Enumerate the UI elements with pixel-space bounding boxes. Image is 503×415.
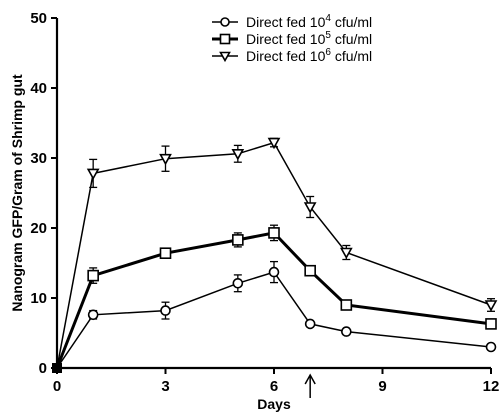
series-line (56, 141, 492, 369)
data-point-circle (160, 305, 171, 316)
data-point-triangle (86, 168, 100, 181)
y-tick-label: 10 (30, 290, 47, 307)
y-tick-label: 0 (39, 360, 47, 377)
legend-label: Direct fed 105 cfu/ml (246, 30, 372, 47)
series-circle (56, 260, 497, 369)
data-point-square (304, 264, 316, 277)
data-point-square (340, 299, 353, 311)
data-point-triangle (267, 137, 281, 150)
origin-point (52, 363, 62, 373)
data-point-square (232, 234, 244, 246)
legend-item: Direct fed 104 cfu/ml (212, 13, 372, 30)
x-tick-label: 3 (161, 378, 169, 395)
day7-arrow-head (304, 373, 316, 385)
y-tick-label: 30 (30, 150, 47, 167)
data-point-triangle (303, 202, 317, 214)
series-square (55, 224, 497, 369)
series-layer (52, 137, 498, 373)
data-point-square (485, 318, 497, 330)
legend-label: Direct fed 106 cfu/ml (246, 47, 372, 64)
data-point-square (87, 269, 99, 282)
legend-label: Direct fed 104 cfu/ml (246, 13, 372, 30)
y-tick-label: 40 (30, 80, 47, 97)
x-axis-title: Days (257, 396, 291, 412)
y-tick-label: 50 (30, 10, 47, 27)
data-point-triangle (159, 153, 172, 166)
series-line (55, 231, 492, 369)
x-tick-label: 9 (378, 378, 386, 395)
x-tick-label: 6 (270, 378, 278, 395)
data-point-triangle (219, 51, 231, 63)
data-point-circle (87, 309, 99, 321)
data-point-triangle (484, 300, 498, 312)
series-line (56, 271, 492, 369)
x-tick-label: 0 (53, 378, 61, 395)
data-point-circle (268, 266, 280, 278)
data-point-triangle (339, 247, 353, 260)
y-tick-label: 20 (30, 220, 47, 237)
series-triangle-down (56, 137, 498, 369)
data-point-circle (485, 341, 497, 353)
data-point-square (219, 33, 231, 45)
data-point-circle (220, 17, 230, 27)
axes: 0 10 20 30 40 50 0 3 6 9 12 (30, 10, 499, 398)
x-tick-label: 12 (483, 378, 500, 395)
legend-item: Direct fed 106 cfu/ml (212, 47, 372, 64)
data-point-square (268, 227, 280, 239)
y-axis-title: Nanogram GFP/Gram of Shrimp gut (9, 74, 25, 312)
data-point-triangle (231, 149, 245, 161)
data-point-circle (341, 326, 352, 337)
data-point-square (159, 247, 172, 259)
data-point-circle (232, 277, 244, 289)
legend-item: Direct fed 105 cfu/ml (212, 30, 372, 47)
data-point-circle (304, 318, 316, 330)
